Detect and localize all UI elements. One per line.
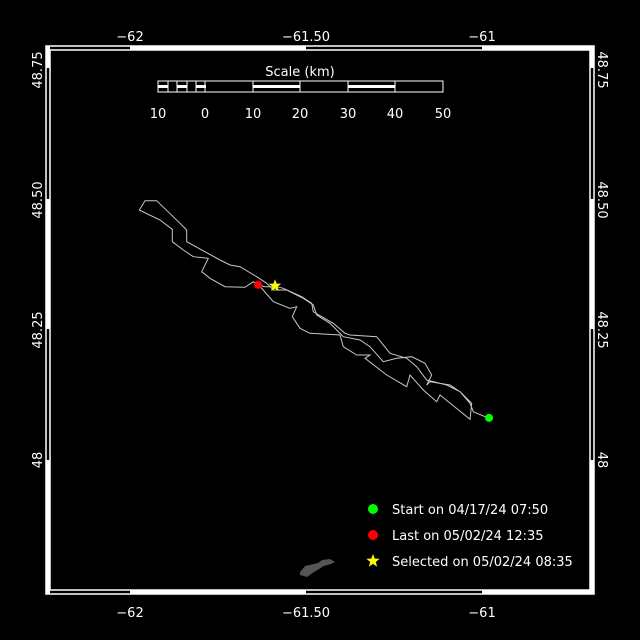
right-lat-label: 48.25 xyxy=(594,311,609,348)
left-lat-label: 48.75 xyxy=(31,51,46,88)
map-frame xyxy=(45,45,595,595)
start-marker-icon[interactable] xyxy=(485,413,494,422)
top-lon-label: −61 xyxy=(468,30,495,45)
legend-start-label: Start on 04/17/24 07:50 xyxy=(392,503,548,518)
bottom-lon-label: −61 xyxy=(468,606,495,621)
scale-bar-label: 0 xyxy=(201,107,209,122)
scale-bar-label: 40 xyxy=(387,107,404,122)
left-lat-label: 48 xyxy=(31,452,46,469)
legend-selected-label: Selected on 05/02/24 08:35 xyxy=(392,555,573,570)
legend: Start on 04/17/24 07:50 Last on 05/02/24… xyxy=(366,503,573,570)
land-island xyxy=(300,559,335,577)
scale-bar-label: 20 xyxy=(292,107,309,122)
legend-last-icon xyxy=(368,530,378,540)
right-lat-label: 48.75 xyxy=(594,51,609,88)
legend-selected-star-icon xyxy=(366,554,380,567)
scale-bar-title: Scale (km) xyxy=(265,65,334,80)
legend-start-icon xyxy=(368,504,378,514)
right-lat-label: 48.50 xyxy=(594,181,609,218)
scale-bar-label: 30 xyxy=(340,107,357,122)
scale-bar-label: 50 xyxy=(435,107,452,122)
bottom-lon-label: −61.50 xyxy=(282,606,330,621)
legend-last-label: Last on 05/02/24 12:35 xyxy=(392,529,544,544)
scale-bar-label: 10 xyxy=(150,107,167,122)
left-lat-label: 48.50 xyxy=(31,181,46,218)
bottom-lon-label: −62 xyxy=(116,606,143,621)
left-lat-label: 48.25 xyxy=(31,311,46,348)
scale-bar-label: 10 xyxy=(245,107,262,122)
scale-bar: Scale (km) 10 0 10 20 30 40 50 xyxy=(150,65,452,122)
top-lon-label: −62 xyxy=(116,30,143,45)
drifter-track xyxy=(138,200,490,421)
top-lon-label: −61.50 xyxy=(282,30,330,45)
last-marker-icon[interactable] xyxy=(254,280,263,289)
selected-marker-star-icon[interactable] xyxy=(268,279,282,292)
right-lat-label: 48 xyxy=(594,452,609,469)
